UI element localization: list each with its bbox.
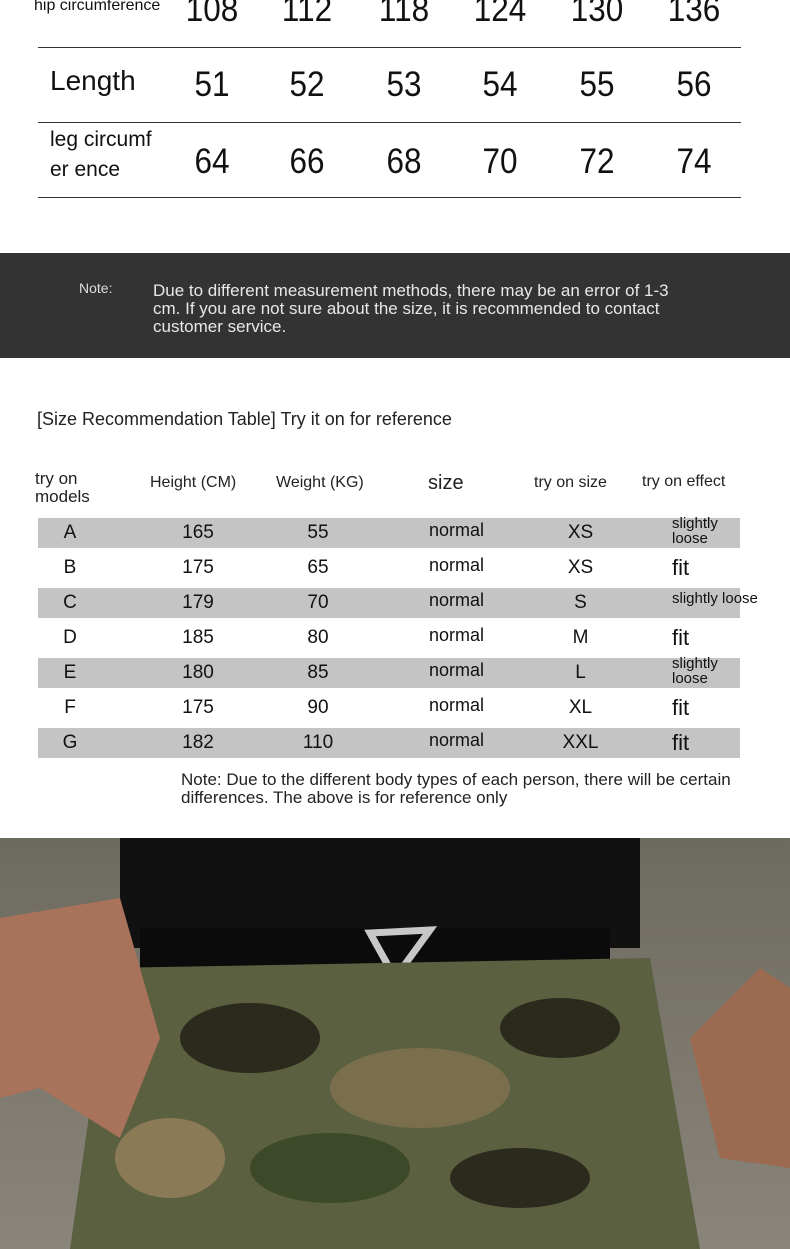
header-height: Height (CM)	[150, 474, 237, 491]
measurement-value: 64	[194, 142, 230, 181]
cell-try-size: XS	[567, 522, 594, 543]
cell-effect: fit	[672, 730, 690, 755]
measurement-value: 56	[676, 65, 712, 104]
cell-height: 179	[182, 592, 214, 613]
cell-model: B	[63, 557, 77, 578]
cell-effect: fit	[672, 555, 690, 580]
cell-effect: slightly loose	[672, 590, 758, 607]
table-row: F 175 90 normal XL fit	[38, 693, 740, 723]
measurement-value: 112	[281, 0, 333, 29]
camo-pants-photo	[0, 838, 790, 1249]
cell-weight: 55	[307, 522, 329, 543]
cell-weight: 85	[307, 662, 329, 683]
header-weight: Weight (KG)	[276, 474, 364, 491]
measurement-value: 70	[482, 142, 518, 181]
cell-try-size: M	[572, 627, 589, 648]
cell-size: normal	[429, 730, 485, 750]
note-text: Due to different measurement methods, th…	[153, 281, 669, 336]
cell-try-size: L	[575, 662, 586, 683]
measurement-value: 124	[473, 0, 527, 29]
header-try-size: try on size	[534, 474, 607, 491]
cell-weight: 90	[307, 697, 329, 718]
cell-size: normal	[429, 555, 485, 575]
cell-weight: 80	[307, 627, 329, 648]
cell-effect: slightly loose	[672, 515, 718, 547]
cell-size: normal	[429, 520, 485, 540]
cell-model: E	[63, 662, 77, 683]
recommendation-title: [Size Recommendation Table] Try it on fo…	[37, 409, 452, 429]
cell-try-size: S	[574, 592, 587, 613]
measurement-value: 53	[386, 65, 422, 104]
divider	[38, 197, 741, 198]
measurement-value: 68	[386, 142, 422, 181]
measurement-value: 118	[378, 0, 430, 29]
measurement-value: 52	[289, 65, 325, 104]
cell-effect: fit	[672, 625, 690, 650]
cell-model: G	[62, 732, 78, 753]
cell-weight: 70	[307, 592, 329, 613]
cell-try-size: XS	[567, 557, 594, 578]
cell-try-size: XL	[568, 697, 593, 718]
measurement-value: 55	[579, 65, 615, 104]
measurement-value: 130	[570, 0, 624, 29]
recommendation-note: Note: Due to the different body types of…	[181, 770, 731, 807]
note-band: Note: Due to different measurement metho…	[0, 253, 790, 358]
header-try-effect: try on effect	[642, 473, 726, 490]
cell-model: F	[64, 697, 76, 718]
cell-size: normal	[429, 625, 485, 645]
measurement-value: 74	[676, 142, 712, 181]
cell-model: D	[63, 627, 77, 648]
cell-height: 175	[182, 697, 214, 718]
cell-weight: 110	[302, 732, 334, 753]
cell-height: 175	[182, 557, 214, 578]
measurement-value: 136	[667, 0, 721, 29]
measurement-value: 108	[185, 0, 239, 29]
cell-model: C	[63, 592, 77, 613]
table-row: G 182 110 normal XXL fit	[38, 728, 740, 758]
divider	[38, 47, 741, 48]
row-label-hip: hip circumference	[34, 0, 161, 14]
product-photo	[0, 838, 790, 1249]
cell-height: 165	[182, 522, 214, 543]
measurement-value: 54	[482, 65, 518, 104]
cell-weight: 65	[307, 557, 329, 578]
cell-size: normal	[429, 660, 485, 680]
measurement-value: 72	[579, 142, 615, 181]
cell-effect: slightly loose	[672, 655, 718, 687]
cell-model: A	[63, 522, 77, 543]
cell-height: 185	[182, 627, 214, 648]
cell-height: 180	[182, 662, 214, 683]
cell-height: 182	[182, 732, 214, 753]
cell-size: normal	[429, 695, 485, 715]
table-row: B 175 65 normal XS fit	[38, 553, 740, 583]
row-label-length: Length	[50, 65, 136, 96]
measurement-value: 51	[194, 65, 230, 104]
header-size: size	[428, 472, 464, 494]
cell-size: normal	[429, 590, 485, 610]
measurement-value: 66	[289, 142, 325, 181]
note-label: Note:	[79, 280, 113, 296]
divider	[38, 122, 741, 123]
cell-effect: fit	[672, 695, 690, 720]
header-models: try on models	[35, 469, 90, 506]
row-label-leg: leg circumfer ence	[50, 128, 152, 181]
cell-try-size: XXL	[562, 732, 599, 753]
table-row: A 165 55 normal XS slightly loose	[38, 515, 740, 548]
